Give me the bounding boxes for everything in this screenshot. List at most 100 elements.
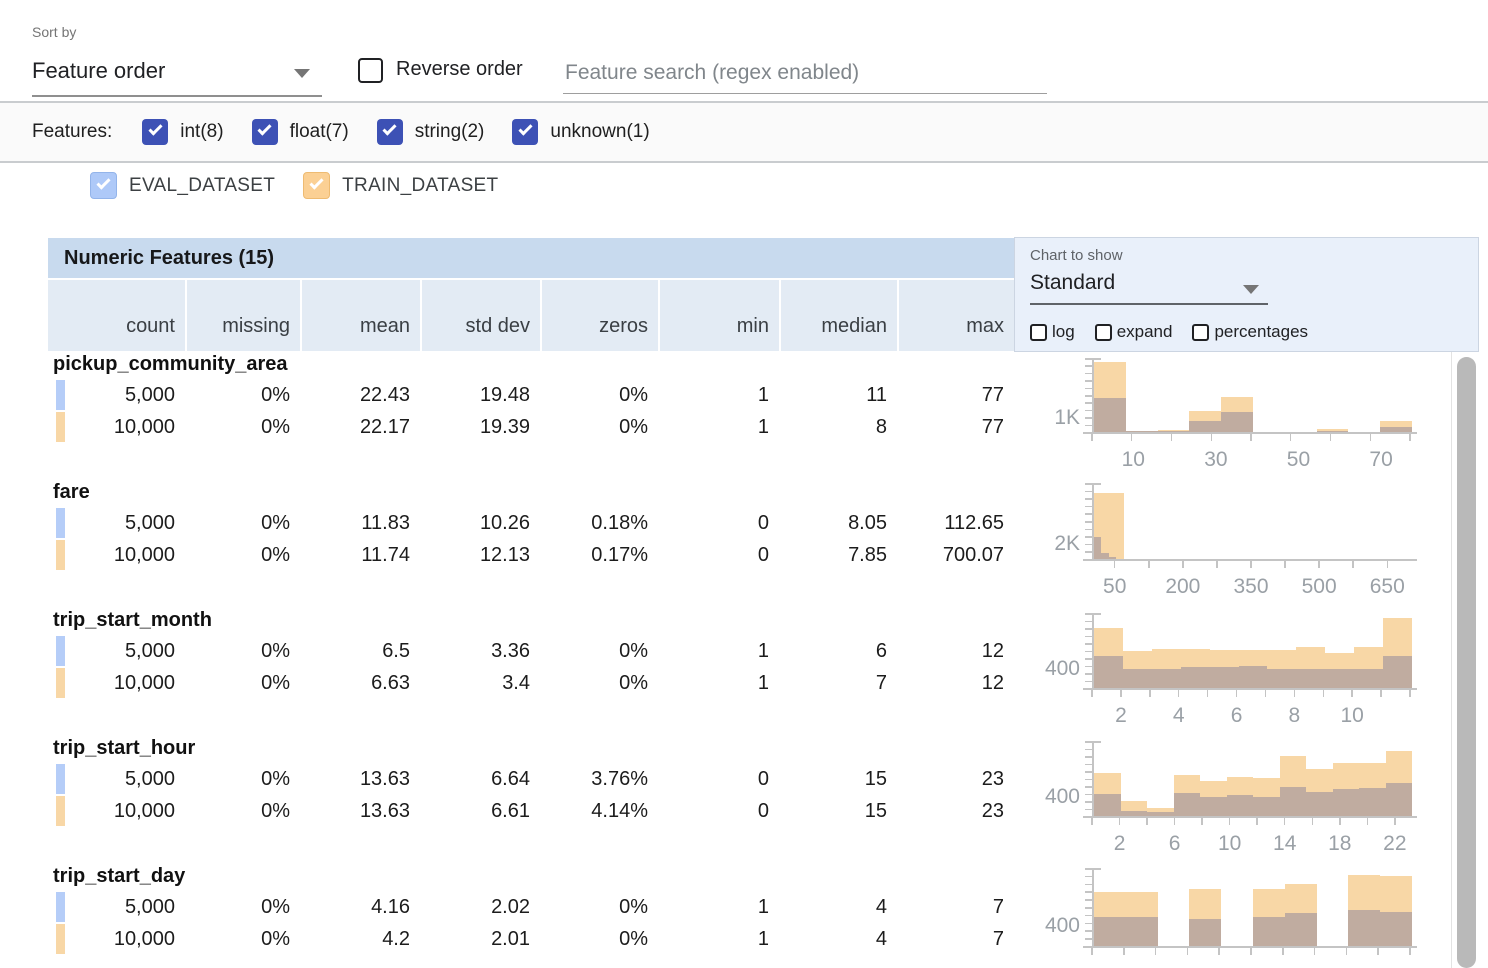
eval-overlap-bar: [1267, 668, 1297, 688]
feature-type-checkbox[interactable]: [376, 119, 403, 145]
dataset-checkbox[interactable]: [303, 172, 331, 199]
y-axis-tick: [1085, 673, 1092, 675]
y-axis-tick: [1085, 628, 1092, 630]
eval-overlap-bar: [1151, 669, 1181, 688]
stats-row-eval: 5,000 0% 11.83 10.26 0.18% 0 8.05 112.65: [48, 507, 1014, 539]
eval-overlap-bar: [1180, 666, 1210, 688]
stat-value: 0%: [261, 896, 290, 918]
stat-value: 4.2: [382, 928, 410, 950]
stat-value: 0%: [261, 640, 290, 662]
stat-value: 0%: [261, 512, 290, 534]
x-axis-tick: [1149, 690, 1151, 697]
x-axis-tick: [1322, 690, 1325, 697]
chart-option-checkbox[interactable]: [1192, 323, 1210, 341]
eval-overlap-bar: [1125, 431, 1158, 432]
feature-type-filter: string(2): [376, 119, 484, 145]
x-axis-tick: [1218, 948, 1220, 955]
chevron-down-icon[interactable]: [1243, 285, 1259, 294]
stat-value: 0%: [619, 672, 648, 694]
x-axis-tick-label: 10: [1121, 448, 1145, 471]
eval-overlap-bar: [1332, 789, 1359, 816]
x-axis-tick-label: 2: [1115, 704, 1127, 727]
stat-value: 7: [992, 896, 1004, 918]
x-axis-tick: [1366, 818, 1369, 825]
histogram-pickup_community_area: 1K 10 30 50 70: [1024, 358, 1464, 487]
plot-area: [1092, 483, 1410, 559]
x-axis-tick: [1380, 690, 1382, 697]
sort-by-label: Sort by: [32, 24, 77, 40]
x-axis-tick-label: 650: [1369, 575, 1405, 598]
x-axis-tick: [1329, 434, 1332, 441]
y-axis-tick: [1085, 613, 1092, 615]
y-axis-tick: [1085, 748, 1092, 750]
plot-area: [1092, 613, 1412, 688]
divider: [0, 161, 1488, 163]
x-axis-tick: [1377, 948, 1379, 955]
scrollbar-thumb[interactable]: [1457, 357, 1476, 968]
x-axis-tick-label: 14: [1273, 832, 1297, 855]
eval-overlap-bar: [1296, 668, 1326, 688]
x-axis-tick-label: 350: [1233, 575, 1269, 598]
histogram-trip_start_hour: 400 2 6 10 14 18 22: [1024, 741, 1464, 871]
x-axis-tick-label: 10: [1340, 704, 1364, 727]
reverse-order-label: Reverse order: [396, 58, 523, 80]
numeric-features-title: Numeric Features (15): [64, 246, 275, 269]
stat-value: 10,000: [113, 544, 175, 566]
dataset-color-chip-eval: [56, 380, 65, 410]
x-axis-tick: [1352, 561, 1354, 568]
feature-type-filter: float(7): [251, 119, 349, 145]
check-icon: [148, 121, 163, 136]
dataset-legend-item: EVAL_DATASET: [90, 172, 275, 199]
stat-value: 0%: [619, 928, 648, 950]
eval-overlap-bar: [1120, 810, 1147, 816]
y-axis-tick: [1085, 505, 1092, 508]
eval-overlap-bar: [1157, 430, 1190, 432]
x-axis-tick: [1250, 434, 1252, 441]
x-axis-tick: [1339, 818, 1341, 825]
x-axis-tick-label: 8: [1288, 704, 1301, 727]
x-axis-tick: [1146, 818, 1148, 825]
chart-option-checkbox[interactable]: [1030, 323, 1047, 341]
x-axis-tick: [1173, 818, 1176, 825]
y-axis-tick: [1085, 536, 1092, 538]
feature-search-input[interactable]: [563, 52, 1047, 94]
stat-value: 12: [981, 672, 1004, 694]
x-axis-line: [1083, 688, 1417, 690]
plot-area: [1092, 741, 1412, 816]
stat-value: 0%: [619, 416, 648, 438]
chart-option-checkbox[interactable]: [1094, 323, 1112, 341]
feature-type-filter: unknown(1): [512, 119, 650, 145]
y-axis-tick: [1085, 914, 1092, 917]
eval-overlap-bar: [1253, 916, 1285, 946]
dataset-color-chip-train: [56, 412, 65, 442]
chart-option: log: [1030, 322, 1075, 342]
y-axis-tick: [1085, 417, 1092, 419]
feature-type-checkbox[interactable]: [142, 119, 169, 145]
chart-type-select[interactable]: Standard: [1030, 271, 1116, 294]
chevron-down-icon[interactable]: [294, 69, 310, 78]
x-axis-tick: [1409, 434, 1411, 441]
dataset-checkbox[interactable]: [90, 172, 117, 199]
eval-overlap-bar: [1385, 783, 1412, 816]
sort-select-underline: [32, 95, 322, 97]
stat-value: 0%: [261, 544, 290, 566]
feature-type-checkbox[interactable]: [512, 119, 539, 145]
y-axis-tick: [1085, 513, 1092, 515]
x-axis-tick-label: 500: [1301, 575, 1337, 598]
y-axis-tick: [1085, 756, 1092, 758]
feature-type-checkbox[interactable]: [251, 119, 278, 145]
stats-row-train: 10,000 0% 4.2 2.01 0% 1 4 7: [48, 923, 1014, 955]
sort-by-select[interactable]: Feature order: [32, 58, 166, 83]
y-axis-label: 1K: [1054, 406, 1080, 430]
stat-value: 700.07: [942, 544, 1004, 566]
x-axis-tick-label: 18: [1328, 832, 1352, 855]
x-axis-tick: [1283, 818, 1286, 825]
eval-overlap-bar: [1325, 669, 1355, 688]
eval-overlap-bar: [1306, 792, 1333, 816]
reverse-order-checkbox[interactable]: [358, 58, 383, 83]
feature-block-pickup_community_area: pickup_community_area 5,000 0% 22.43 19.48 0%…: [48, 351, 1014, 479]
x-axis-line: [1083, 946, 1417, 948]
stat-value: 5,000: [124, 768, 175, 790]
dataset-color-chip-eval: [56, 892, 65, 922]
stat-value: 2.01: [491, 928, 530, 950]
